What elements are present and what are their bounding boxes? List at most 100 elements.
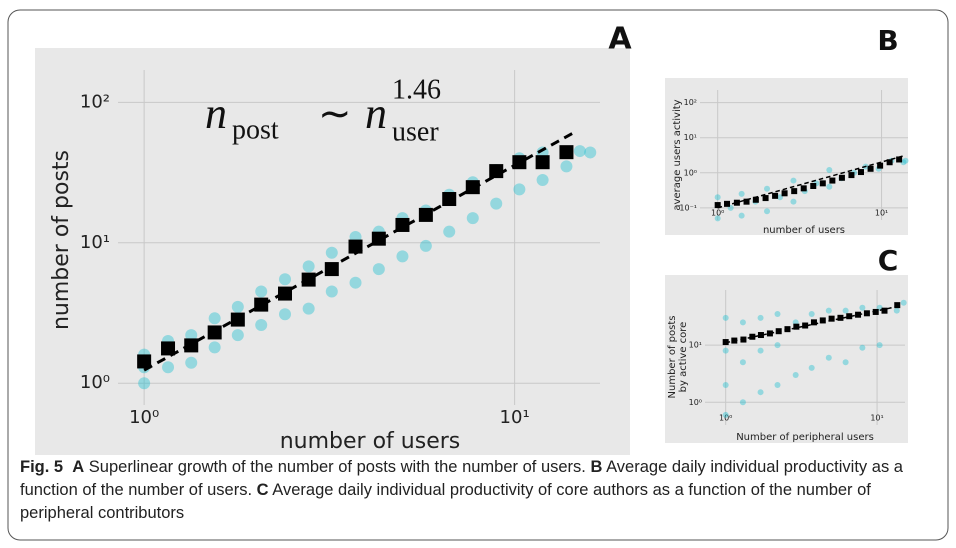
plot-background (35, 48, 630, 455)
point (513, 183, 526, 196)
point (162, 361, 175, 374)
point (825, 307, 832, 314)
square-marker (791, 188, 798, 195)
y-tick-label: 10⁰ (689, 398, 702, 407)
point (536, 174, 549, 187)
square-marker (829, 177, 836, 184)
point (185, 329, 198, 342)
square-marker (810, 182, 817, 189)
square-marker (749, 333, 756, 340)
fit-line (143, 132, 573, 372)
point (808, 364, 815, 371)
point (842, 359, 849, 366)
point (893, 307, 900, 314)
point (722, 382, 729, 389)
square-marker (810, 319, 817, 326)
y-tick-label: 10¹ (689, 341, 702, 350)
square-marker (828, 315, 835, 322)
y-axis-label: Number of posts (667, 316, 678, 399)
point (826, 167, 833, 174)
point (774, 342, 781, 349)
formula: ∼ (318, 91, 352, 136)
formula: n (205, 89, 227, 138)
square-marker (846, 313, 853, 320)
point (808, 310, 815, 317)
point (902, 157, 909, 164)
point (325, 285, 338, 298)
point (372, 263, 385, 276)
caption-text: Average daily individual productivity of… (20, 481, 871, 522)
x-tick-label: 10¹ (500, 407, 530, 428)
square-marker (848, 172, 855, 179)
point (776, 194, 783, 201)
point (790, 177, 797, 184)
square-marker (793, 323, 800, 330)
square-marker (838, 174, 845, 181)
formula: user (392, 116, 439, 147)
square-marker (881, 307, 888, 314)
square-marker (137, 354, 152, 369)
square-marker (802, 322, 809, 329)
point (443, 225, 456, 238)
point (790, 198, 797, 205)
point (825, 354, 832, 361)
x-tick-label: 10¹ (870, 414, 883, 423)
y-axis-label: by active core (678, 322, 689, 393)
point (739, 399, 746, 406)
y-tick-label: 10² (684, 98, 697, 107)
y-tick-label: 10⁰ (684, 168, 697, 177)
point (722, 411, 729, 418)
square-marker (886, 159, 893, 166)
formula: 1.46 (392, 74, 441, 105)
square-marker (535, 155, 550, 170)
point (859, 304, 866, 311)
point (764, 208, 771, 215)
square-marker (772, 192, 779, 199)
square-marker (724, 200, 731, 207)
square-marker (857, 169, 864, 176)
y-tick-label: 10² (80, 91, 110, 112)
point (419, 239, 432, 252)
square-marker (896, 156, 903, 163)
square-marker (872, 308, 879, 315)
x-axis-label: number of users (280, 429, 461, 454)
y-axis-label: number of posts (49, 150, 74, 330)
caption-letter: B (590, 458, 603, 476)
caption: Fig. 5 A Superlinear growth of the numbe… (20, 456, 938, 525)
square-marker (894, 302, 901, 309)
square-marker (819, 317, 826, 324)
caption-text: Superlinear growth of the number of post… (88, 458, 586, 476)
point (859, 344, 866, 351)
point (255, 318, 268, 331)
point (279, 273, 292, 286)
point (302, 260, 315, 273)
formula: n (365, 89, 387, 138)
point (255, 285, 268, 298)
point (208, 312, 221, 325)
y-tick-label: 10⁻¹ (679, 203, 697, 212)
point (302, 302, 315, 315)
square-marker (757, 332, 764, 339)
fit-line (717, 155, 904, 209)
square-marker (877, 162, 884, 169)
point (185, 356, 198, 369)
point (738, 190, 745, 197)
point (900, 299, 907, 306)
square-marker (442, 192, 457, 207)
x-tick-label: 10¹ (875, 209, 888, 218)
square-marker (781, 190, 788, 197)
x-axis-label: Number of peripheral users (736, 432, 874, 443)
point (757, 314, 764, 321)
point (466, 212, 479, 225)
square-marker (743, 198, 750, 205)
panel-letter: A (608, 22, 632, 57)
square-marker (324, 262, 339, 277)
caption-text: Average daily individual productivity as… (20, 458, 903, 499)
square-marker (762, 195, 769, 202)
point (722, 314, 729, 321)
point (757, 347, 764, 354)
point (774, 382, 781, 389)
point (764, 185, 771, 192)
formula: post (232, 114, 279, 145)
